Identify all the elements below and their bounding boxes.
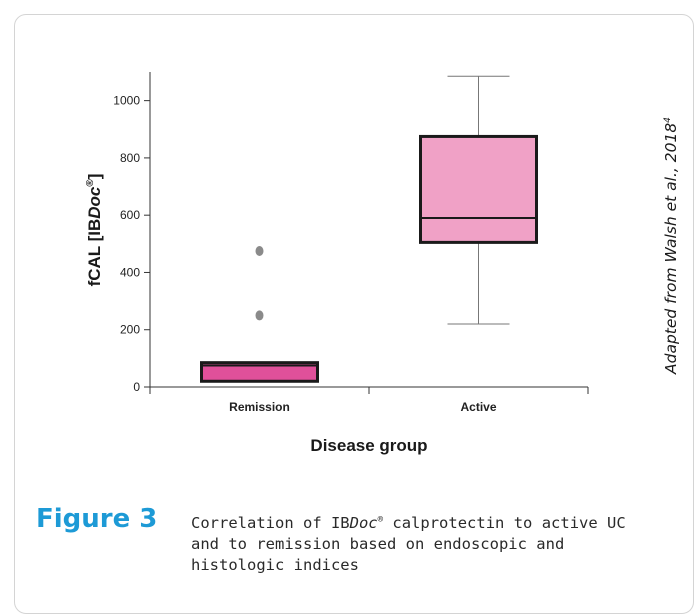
y-axis-label: fCAL [IBDoc®]	[85, 174, 104, 287]
x-tick-label: Remission	[229, 400, 290, 414]
figure-caption-text: Correlation of IBDoc® calprotectin to ac…	[191, 514, 626, 575]
source-note: Adapted from Walsh et al., 20184	[662, 117, 680, 375]
svg-text:Adapted from Walsh et al., 201: Adapted from Walsh et al., 20184	[662, 117, 680, 375]
boxes	[200, 75, 538, 383]
box-remission	[200, 245, 319, 383]
outlier-point	[255, 310, 264, 321]
outlier-point	[255, 245, 264, 256]
y-tick-label: 800	[120, 151, 140, 165]
figure-card	[14, 14, 694, 614]
figure-label: Figure 3	[36, 504, 158, 534]
x-tick-label: Active	[460, 400, 496, 414]
box-iqr	[200, 361, 319, 383]
box-plot-chart: 0 200 400 600 800 1000 Remission Active fCAL [I…	[85, 72, 589, 455]
axes: 0 200 400 600 800 1000 Remission Active	[113, 72, 589, 414]
figure-caption: Figure 3 Correlation of IBDoc® calprotec…	[36, 504, 676, 594]
y-tick-label: 1000	[113, 94, 140, 108]
y-tick-label: 0	[133, 380, 140, 394]
source-note-ref: 4	[663, 117, 673, 123]
box-iqr	[419, 134, 538, 244]
x-axis-label: Disease group	[310, 436, 427, 455]
source-note-text: Adapted from Walsh et al., 2018	[662, 123, 680, 375]
y-tick-label: 200	[120, 323, 140, 337]
y-tick-label: 600	[120, 208, 140, 222]
box-active	[419, 75, 538, 325]
y-tick-label: 400	[120, 265, 140, 279]
